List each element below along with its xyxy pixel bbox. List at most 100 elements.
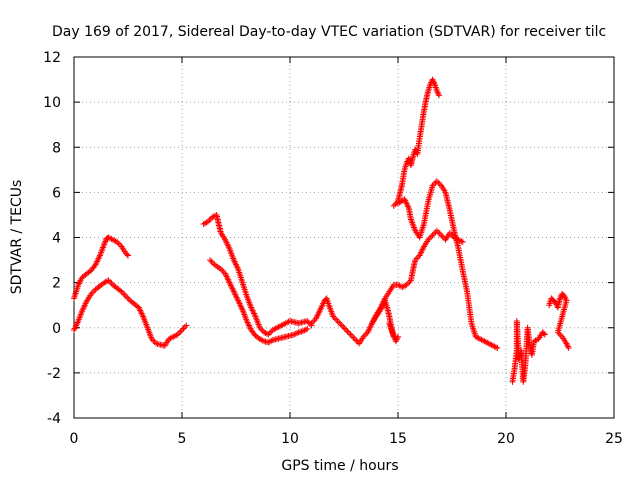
data-point bbox=[435, 229, 442, 236]
data-point bbox=[305, 319, 312, 326]
data-point bbox=[436, 230, 443, 237]
x-tick-labels: 0 5 10 15 20 25 bbox=[70, 431, 623, 447]
y-tick-label: 0 bbox=[52, 321, 61, 337]
data-point bbox=[302, 326, 309, 333]
data-point bbox=[179, 327, 185, 334]
data-point bbox=[209, 260, 216, 267]
data-point bbox=[428, 233, 435, 240]
series-middle-arc-3 bbox=[395, 178, 501, 352]
data-point bbox=[86, 268, 93, 275]
data-point bbox=[340, 323, 347, 330]
data-point bbox=[219, 267, 226, 274]
data-point bbox=[541, 331, 548, 338]
x-tick-label: 5 bbox=[178, 431, 187, 447]
data-point bbox=[343, 327, 350, 334]
data-point bbox=[266, 330, 273, 337]
data-point bbox=[395, 333, 401, 340]
data-point bbox=[177, 328, 184, 335]
x-tick-label: 10 bbox=[281, 431, 299, 447]
y-tick-label: 10 bbox=[43, 95, 61, 111]
series-segment-22 bbox=[546, 290, 572, 352]
data-point bbox=[438, 232, 445, 239]
data-point bbox=[348, 333, 355, 340]
data-point bbox=[301, 327, 308, 334]
data-point bbox=[341, 325, 348, 332]
series-lower-arc-3 bbox=[369, 227, 466, 327]
data-point bbox=[181, 323, 188, 330]
y-tick-label: 12 bbox=[43, 50, 61, 66]
x-tick-label: 15 bbox=[389, 431, 407, 447]
data-point bbox=[494, 345, 501, 352]
data-point bbox=[259, 337, 266, 344]
data-point bbox=[334, 317, 341, 324]
data-point bbox=[335, 319, 342, 326]
series-upper-arc-3 bbox=[390, 76, 443, 209]
data-point bbox=[101, 241, 108, 248]
data-point bbox=[412, 257, 419, 264]
x-tick-label: 20 bbox=[497, 431, 515, 447]
data-point bbox=[433, 227, 440, 234]
data-point bbox=[344, 328, 351, 335]
data-point bbox=[351, 336, 358, 343]
data-point bbox=[125, 252, 131, 259]
data-point bbox=[183, 322, 190, 329]
data-point bbox=[123, 251, 130, 258]
data-point bbox=[492, 344, 499, 351]
y-tick-label: -2 bbox=[47, 366, 61, 382]
data-point bbox=[294, 330, 301, 337]
data-point bbox=[436, 92, 443, 99]
data-point bbox=[117, 287, 124, 294]
data-point bbox=[101, 239, 108, 246]
data-points bbox=[71, 76, 572, 385]
data-point bbox=[180, 325, 187, 332]
y-tick-labels: -4 -2 0 2 4 6 8 10 12 bbox=[43, 50, 61, 427]
data-point bbox=[459, 239, 466, 246]
axis-ticks bbox=[73, 56, 615, 419]
series-segment-20 bbox=[509, 317, 548, 385]
x-tick-label: 25 bbox=[605, 431, 623, 447]
data-point bbox=[263, 330, 270, 337]
data-point bbox=[207, 257, 214, 264]
y-tick-label: 2 bbox=[52, 276, 61, 292]
data-point bbox=[202, 220, 209, 227]
data-point bbox=[435, 179, 442, 186]
x-tick-label: 0 bbox=[70, 431, 79, 447]
series-lower-arc-2 bbox=[207, 257, 311, 346]
series-upper-arc-2 bbox=[200, 211, 315, 338]
data-point bbox=[124, 294, 131, 301]
data-point bbox=[431, 230, 437, 237]
data-point bbox=[121, 291, 128, 298]
data-point bbox=[396, 282, 403, 289]
data-point bbox=[540, 330, 547, 337]
data-point bbox=[119, 290, 126, 297]
data-point bbox=[107, 278, 113, 285]
chart-title: Day 169 of 2017, Sidereal Day-to-day VTE… bbox=[52, 24, 606, 40]
data-point bbox=[208, 258, 215, 265]
data-point bbox=[565, 345, 572, 352]
data-point bbox=[556, 330, 563, 337]
data-point bbox=[333, 316, 340, 323]
data-point bbox=[102, 238, 109, 245]
data-point bbox=[338, 322, 345, 329]
series-lower-arc-1 bbox=[71, 277, 190, 349]
data-point bbox=[458, 238, 465, 245]
data-point bbox=[337, 320, 344, 327]
data-point bbox=[346, 330, 353, 337]
data-point bbox=[347, 331, 354, 338]
data-point bbox=[251, 331, 258, 338]
data-point bbox=[122, 293, 129, 300]
y-tick-label: -4 bbox=[47, 411, 61, 427]
data-point bbox=[104, 278, 111, 285]
y-axis-label: SDTVAR / TECUs bbox=[9, 180, 25, 295]
grid-lines bbox=[74, 57, 614, 418]
series-mid-segment bbox=[308, 295, 401, 347]
data-point bbox=[400, 283, 407, 290]
data-point bbox=[125, 296, 132, 303]
data-point bbox=[268, 337, 275, 344]
y-tick-label: 4 bbox=[52, 231, 61, 247]
data-point bbox=[304, 325, 311, 332]
y-tick-label: 8 bbox=[52, 140, 61, 156]
data-point bbox=[350, 334, 357, 341]
x-axis-label: GPS time / hours bbox=[281, 458, 398, 474]
data-point bbox=[433, 178, 440, 185]
